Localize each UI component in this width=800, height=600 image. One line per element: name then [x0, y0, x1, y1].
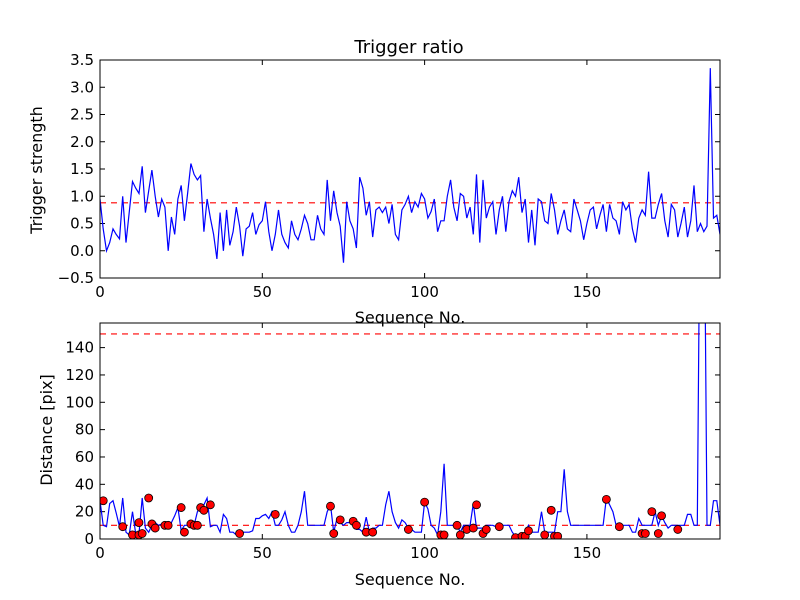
x-tick-label: 150 — [573, 544, 602, 562]
data-marker — [205, 500, 215, 510]
y-tick-label: 3.5 — [70, 51, 94, 69]
x-tick-label: 100 — [410, 283, 439, 301]
data-marker — [540, 530, 550, 539]
data-marker — [176, 503, 186, 512]
y-tick-label: 100 — [65, 393, 94, 411]
y-tick-label: 1.5 — [70, 160, 94, 178]
x-axis-label: Sequence No. — [355, 308, 466, 327]
data-marker — [524, 526, 533, 536]
data-marker — [553, 531, 563, 539]
data-marker — [137, 529, 147, 538]
y-axis-label: Distance [pix] — [37, 374, 56, 486]
y-tick-label: 2.0 — [70, 133, 94, 151]
data-marker — [118, 522, 128, 532]
y-tick-label: 0.0 — [70, 242, 94, 260]
distance-panel: Distance [pix] Sequence No. 0 50 100 150 0 20… — [37, 322, 721, 589]
data-marker — [329, 529, 339, 538]
data-marker — [455, 530, 465, 539]
x-tick-label: 0 — [95, 544, 105, 562]
data-marker — [673, 525, 683, 534]
y-tick-label: 120 — [65, 366, 94, 384]
data-marker — [653, 529, 663, 538]
data-marker — [235, 529, 244, 538]
data-marker — [472, 500, 481, 510]
data-marker — [199, 505, 209, 515]
y-tick-label: 40 — [75, 475, 94, 493]
data-marker — [601, 494, 611, 504]
y-tick-label: 0.5 — [70, 215, 94, 233]
y-tick-label: 0 — [84, 530, 94, 548]
x-tick-label: 0 — [95, 283, 105, 301]
plot-frame — [99, 59, 721, 279]
data-marker — [452, 520, 462, 530]
data-marker — [179, 527, 189, 537]
x-tick-label: 50 — [253, 544, 272, 562]
data-marker — [352, 520, 361, 530]
data-marker — [326, 501, 335, 511]
data-marker — [647, 507, 657, 517]
data-marker — [144, 493, 154, 503]
data-marker — [368, 527, 378, 537]
data-marker — [150, 523, 160, 533]
y-tick-label: 60 — [75, 448, 94, 466]
data-marker — [192, 520, 202, 530]
data-marker — [134, 518, 144, 527]
x-axis-label: Sequence No. — [355, 570, 466, 589]
series-line — [100, 68, 720, 263]
chart-title: Trigger ratio — [353, 37, 463, 58]
y-tick-label: 3.0 — [70, 78, 94, 96]
data-marker — [420, 497, 430, 507]
y-tick-label: 20 — [75, 503, 94, 521]
x-tick-label: 150 — [573, 283, 602, 301]
data-marker — [494, 522, 504, 532]
y-axis-label: Trigger strength — [27, 106, 46, 235]
x-tick-label: 100 — [410, 544, 439, 562]
data-marker — [468, 523, 478, 533]
data-marker — [481, 525, 491, 534]
data-marker — [163, 520, 173, 530]
data-marker — [614, 522, 624, 532]
data-marker — [439, 530, 449, 539]
y-tick-label: 80 — [75, 421, 94, 439]
data-marker — [403, 525, 413, 534]
series-line — [100, 323, 720, 537]
x-tick-label: 50 — [253, 283, 272, 301]
y-tick-label: −0.5 — [58, 269, 94, 287]
data-marker — [335, 515, 345, 525]
y-tick-label: 2.5 — [70, 106, 94, 124]
trigger-ratio-panel: Trigger ratio Trigger strength Sequence … — [27, 37, 721, 327]
data-marker — [100, 496, 108, 506]
y-tick-label: 140 — [65, 339, 94, 357]
data-marker — [270, 509, 280, 519]
data-marker — [657, 511, 666, 521]
y-tick-label: 1.0 — [70, 187, 94, 205]
data-marker — [546, 505, 556, 515]
plot-frame — [99, 322, 721, 540]
data-marker — [640, 529, 650, 538]
